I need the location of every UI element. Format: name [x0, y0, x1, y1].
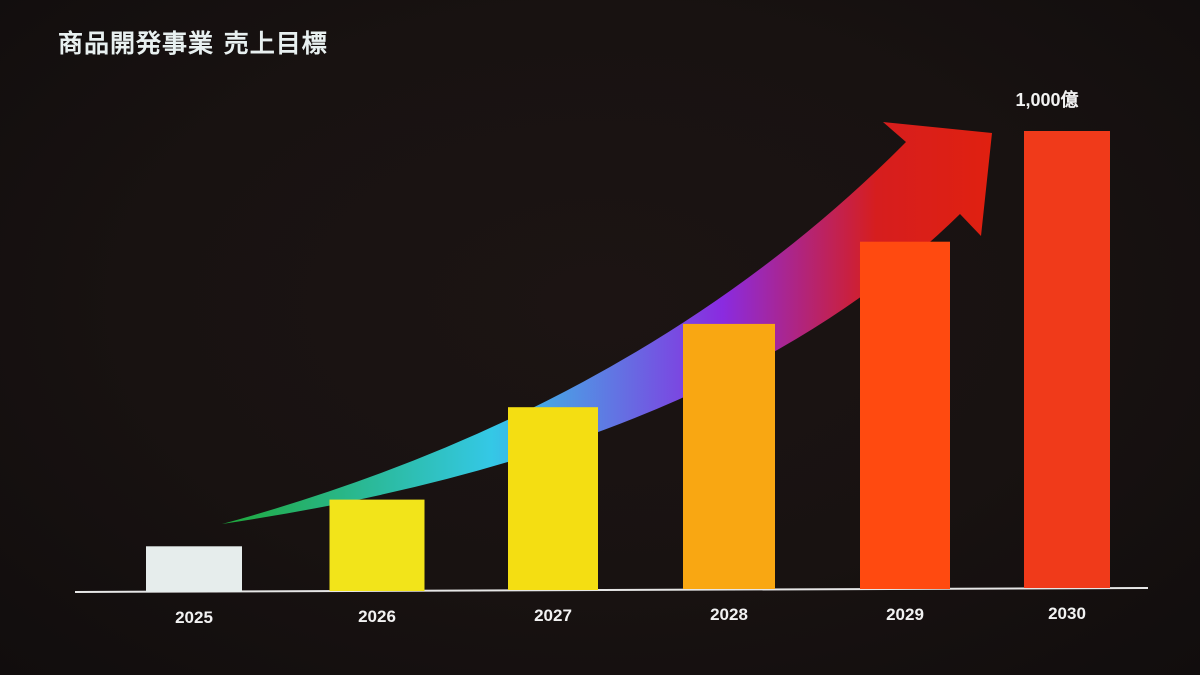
- bar-2026: [329, 499, 425, 591]
- x-tick-labels: 2025 2026 2027 2028 2029 2030: [175, 604, 1086, 627]
- bar-2030: [1024, 131, 1110, 588]
- x-axis-line: [74, 587, 1149, 593]
- x-tick-2027: 2027: [534, 606, 572, 625]
- bar-2025: [146, 546, 242, 592]
- x-tick-2030: 2030: [1048, 604, 1086, 623]
- bar-2027: [508, 407, 598, 590]
- data-label-2030: 1,000億: [1015, 89, 1078, 110]
- x-tick-2028: 2028: [710, 605, 748, 624]
- growth-arrow: [222, 122, 992, 524]
- slide-title: 商品開発事業 売上目標: [58, 29, 328, 58]
- x-tick-2029: 2029: [886, 605, 924, 624]
- data-labels: 1,000億: [1015, 89, 1078, 110]
- bar-2029: [860, 241, 950, 589]
- bars-group: [146, 131, 1110, 592]
- bar-2028: [683, 323, 775, 589]
- x-tick-2025: 2025: [175, 608, 213, 627]
- x-tick-2026: 2026: [358, 607, 396, 626]
